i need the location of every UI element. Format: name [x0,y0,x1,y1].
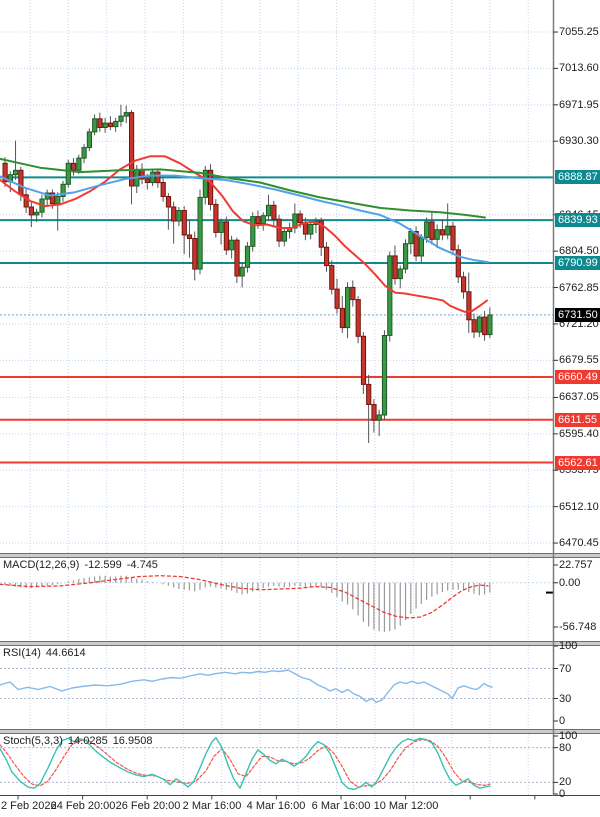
macd-signal-value: -4.745 [126,559,158,571]
stoch-d-value: 16.9508 [112,735,153,747]
macd-indicator-label: MACD(12,26,9) -12.599 -4.745 [3,559,163,571]
stoch-indicator-label: Stoch(5,3,3) 14.0285 16.9508 [3,735,157,747]
macd-name: MACD(12,26,9) [3,559,80,571]
rsi-name: RSI(14) [3,647,41,659]
stoch-k-value: 14.0285 [67,735,108,747]
stoch-name: Stoch(5,3,3) [3,735,63,747]
macd-main-value: -12.599 [84,559,122,571]
rsi-value: 44.6614 [45,647,86,659]
rsi-indicator-label: RSI(14) 44.6614 [3,647,91,659]
